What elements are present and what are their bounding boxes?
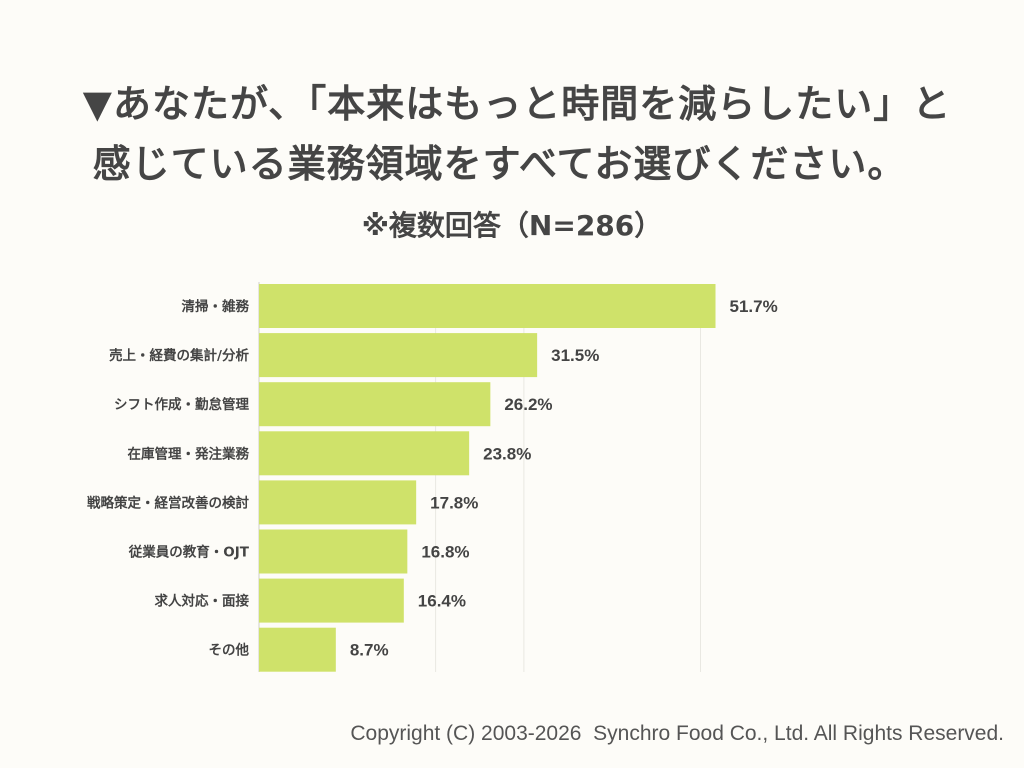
category-label: 戦略策定・経営改善の検討 (87, 494, 249, 511)
category-label: 清掃・雑務 (182, 298, 250, 315)
category-label: その他 (209, 642, 250, 659)
bar (259, 333, 538, 378)
value-label: 23.8% (483, 444, 531, 463)
chart-subtitle: ※複数回答（N=286） (361, 209, 663, 242)
chart-title: ▼あなたが、「本来はもっと時間を減らしたい」と 感じている業務領域をすべてお選び… (0, 74, 1024, 194)
value-label: 31.5% (551, 346, 599, 365)
value-label: 8.7% (350, 641, 389, 660)
bar (259, 480, 417, 525)
bar (259, 578, 404, 623)
value-label: 26.2% (504, 395, 552, 414)
bar (259, 431, 470, 476)
category-label: シフト作成・勤怠管理 (114, 396, 249, 413)
value-labels: 51.7% 31.5% 26.2% 23.8% 17.8% 16.8% 16.4% 8.7% (350, 297, 778, 660)
category-label: 従業員の教育・OJT (128, 544, 250, 561)
value-label: 16.8% (421, 543, 469, 562)
bar (259, 284, 716, 328)
copyright-footer: Copyright (C) 2003-2026 Synchro Food Co.… (350, 722, 1004, 745)
category-label: 在庫管理・発注業務 (128, 445, 250, 462)
value-label: 51.7% (730, 297, 778, 316)
category-label: 求人対応・面接 (155, 593, 250, 610)
bar (259, 382, 491, 427)
value-label: 17.8% (430, 493, 478, 512)
chart-title-line2: 感じている業務領域をすべてお選びください。 (92, 142, 907, 186)
bar (259, 529, 408, 574)
chart-title-line1: ▼あなたが、「本来はもっと時間を減らしたい」と (82, 82, 952, 126)
category-labels: 清掃・雑務売上・経費の集計/分析シフト作成・勤怠管理在庫管理・発注業務戦略策定・… (87, 298, 250, 659)
value-label: 16.4% (418, 592, 466, 611)
bars (259, 284, 716, 672)
category-label: 売上・経費の集計/分析 (109, 347, 249, 364)
bar (259, 627, 336, 672)
